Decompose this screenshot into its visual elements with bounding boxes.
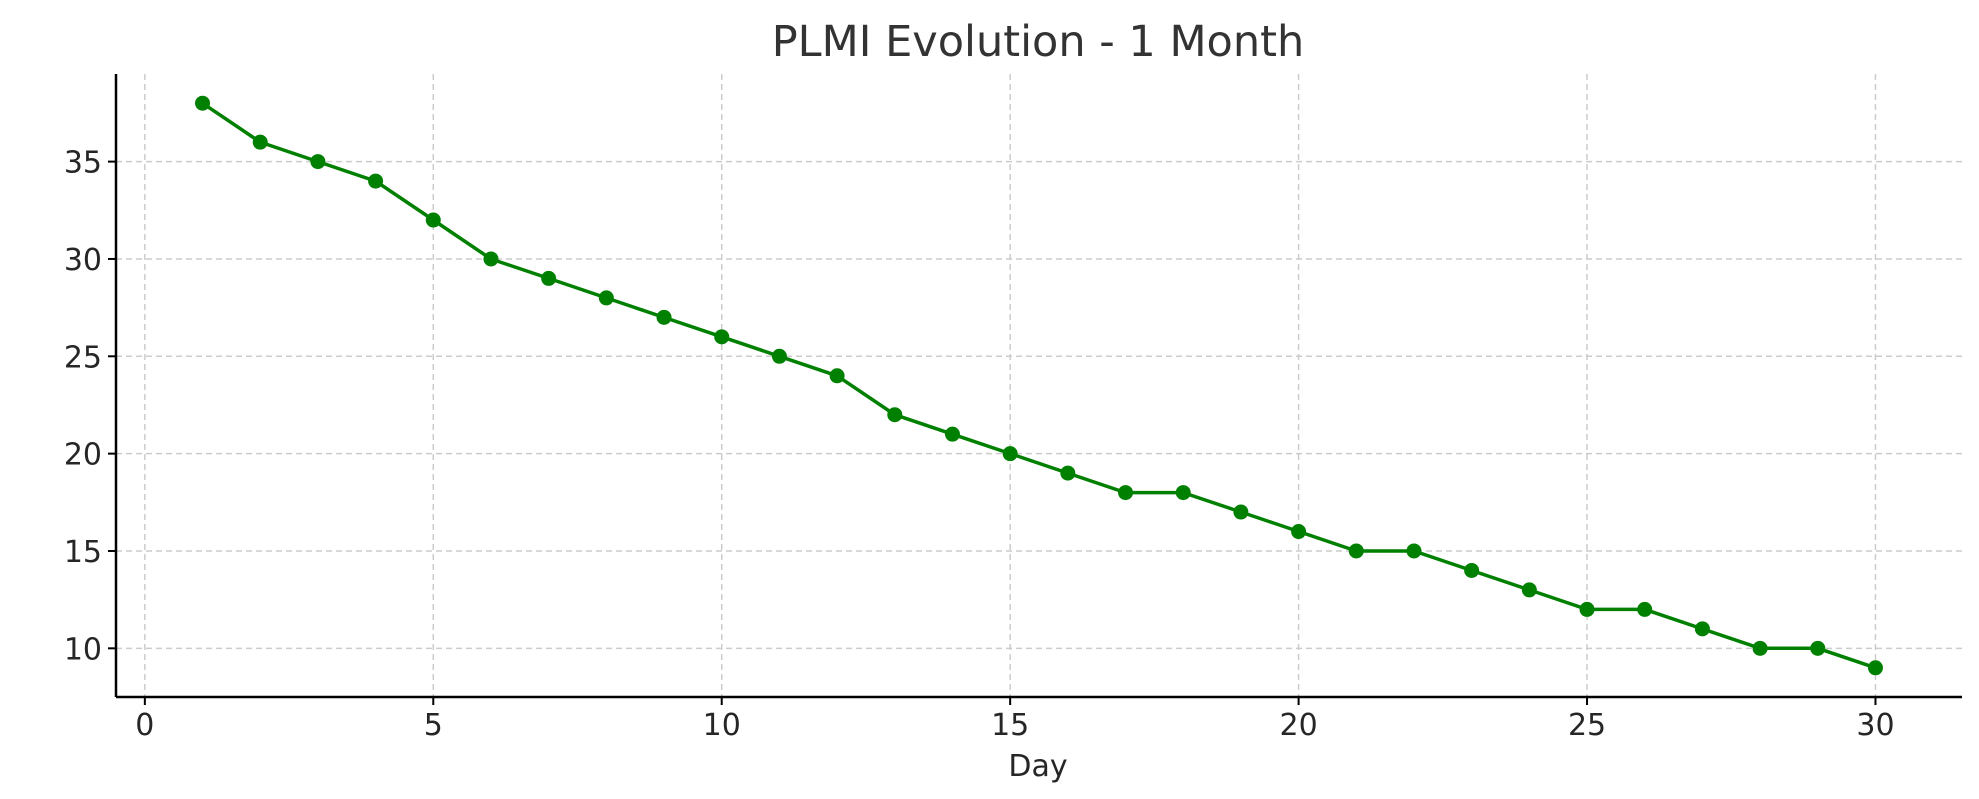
y-axis-ticks: 10 15 20 25 30 35 <box>64 146 116 667</box>
data-point-day-5 <box>425 212 441 228</box>
x-tick-label-15: 15 <box>991 708 1029 743</box>
data-point-day-17 <box>1118 485 1134 501</box>
data-point-day-9 <box>656 309 672 325</box>
x-tick-label-20: 20 <box>1280 708 1318 743</box>
x-tick-label-5: 5 <box>424 708 443 743</box>
data-point-day-20 <box>1291 524 1307 540</box>
data-point-day-7 <box>541 270 557 286</box>
data-point-day-19 <box>1233 504 1249 520</box>
axes <box>114 74 1962 699</box>
chart-title: PLMI Evolution - 1 Month <box>772 17 1304 67</box>
y-tick-label-20: 20 <box>64 438 102 473</box>
data-point-day-25 <box>1579 601 1595 617</box>
data-point-day-18 <box>1175 485 1191 501</box>
y-tick-label-30: 30 <box>64 243 102 278</box>
y-tick-label-15: 15 <box>64 535 102 570</box>
x-axis-label: Day <box>1008 749 1067 784</box>
x-tick-label-10: 10 <box>703 708 741 743</box>
data-point-day-13 <box>887 407 903 423</box>
data-point-day-29 <box>1810 640 1826 656</box>
data-point-day-28 <box>1752 640 1768 656</box>
x-tick-label-25: 25 <box>1568 708 1606 743</box>
data-point-day-3 <box>310 154 326 170</box>
data-point-day-14 <box>944 426 960 442</box>
series-line-0 <box>201 101 1877 670</box>
data-point-day-2 <box>252 134 268 150</box>
data-point-day-16 <box>1060 465 1076 481</box>
y-tick-label-35: 35 <box>64 146 102 181</box>
data-point-day-11 <box>771 348 787 364</box>
series-plmi <box>195 95 1883 676</box>
data-point-day-26 <box>1637 601 1653 617</box>
data-point-day-22 <box>1406 543 1422 559</box>
data-point-day-6 <box>483 251 499 267</box>
x-axis-ticks: 0 5 10 15 20 25 30 <box>135 697 1895 743</box>
data-point-day-12 <box>829 368 845 384</box>
data-point-day-4 <box>368 173 384 189</box>
data-point-day-21 <box>1348 543 1364 559</box>
x-tick-label-0: 0 <box>135 708 154 743</box>
data-point-day-23 <box>1464 562 1480 578</box>
data-point-day-30 <box>1867 660 1883 676</box>
data-point-day-27 <box>1694 621 1710 637</box>
y-tick-label-10: 10 <box>64 632 102 667</box>
data-point-day-24 <box>1521 582 1537 598</box>
data-point-day-8 <box>598 290 614 306</box>
data-point-day-1 <box>195 95 211 111</box>
data-point-day-15 <box>1002 446 1018 462</box>
grid <box>116 74 1962 697</box>
data-point-day-10 <box>714 329 730 345</box>
x-tick-label-30: 30 <box>1856 708 1894 743</box>
y-tick-label-25: 25 <box>64 340 102 375</box>
